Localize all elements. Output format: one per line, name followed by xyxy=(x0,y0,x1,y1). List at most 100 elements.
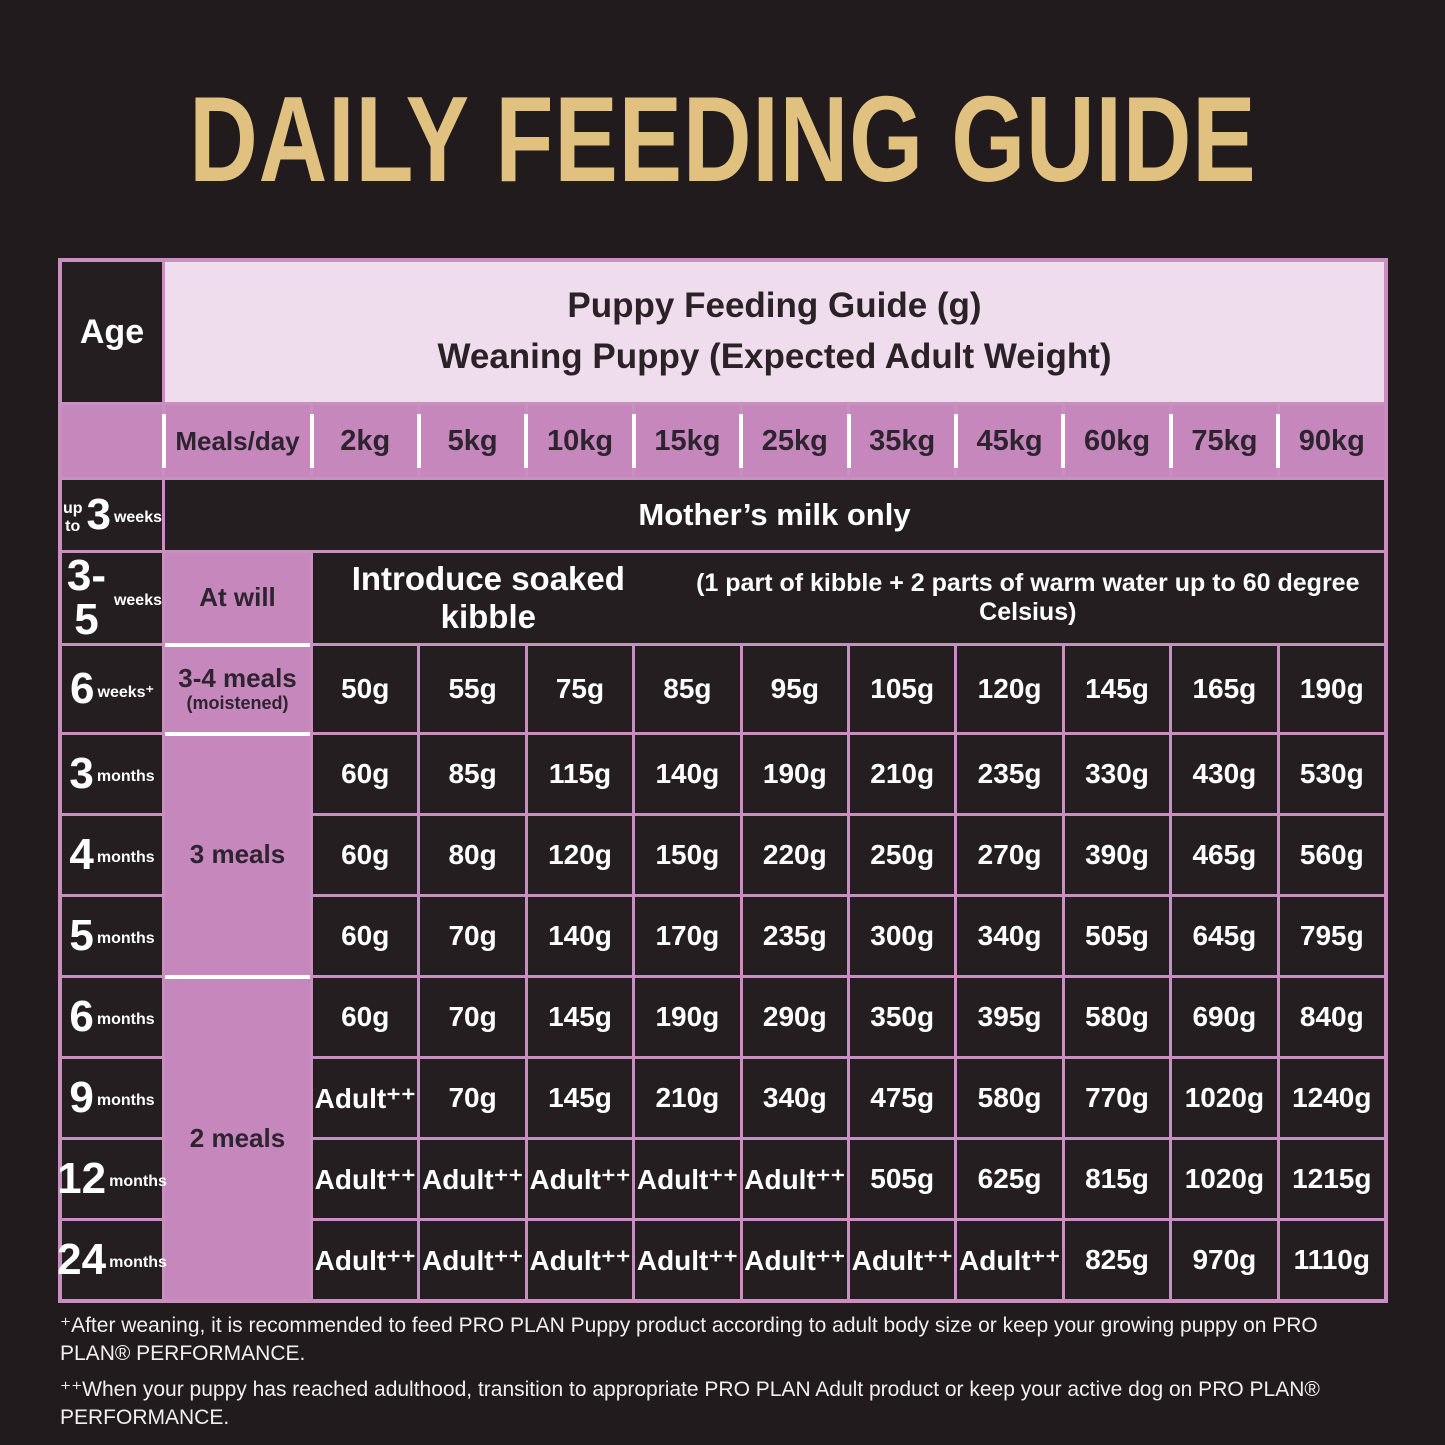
age-unit: weeks⁺ xyxy=(97,684,154,701)
value-cell: 140g xyxy=(635,735,740,813)
value-cell: 190g xyxy=(742,735,847,813)
value-cell: 580g xyxy=(957,1059,1062,1137)
value-cell: 190g xyxy=(1279,646,1384,732)
value-cell: 1240g xyxy=(1279,1059,1384,1137)
value-cell: 210g xyxy=(635,1059,740,1137)
age-cell-up-to-3-weeks: up to 3 weeks xyxy=(62,480,162,550)
value-cell: 395g xyxy=(957,978,1062,1056)
value-cell: 390g xyxy=(1064,816,1170,894)
meals-cell-3-meals: 3 meals xyxy=(165,735,310,979)
soaked-kibble-detail: (1 part of kibble + 2 parts of warm wate… xyxy=(696,569,1360,626)
value-cell: 85g xyxy=(420,735,525,813)
value-cell: 70g xyxy=(420,897,525,975)
value-cell: 270g xyxy=(957,816,1062,894)
footnotes: ⁺After weaning, it is recommended to fee… xyxy=(60,1312,1390,1439)
value-cell: 80g xyxy=(420,816,525,894)
value-cell: 105g xyxy=(850,646,955,732)
age-unit: months xyxy=(96,930,155,947)
value-cell: 430g xyxy=(1172,735,1277,813)
value-cell: 340g xyxy=(742,1059,847,1137)
value-cell: 1215g xyxy=(1279,1140,1384,1218)
age-cell-9-months: 9 months xyxy=(62,1059,162,1137)
soaked-kibble-main: Introduce soaked kibble xyxy=(351,560,625,635)
weight-header-15kg: 15kg xyxy=(635,405,744,477)
value-cell: 60g xyxy=(313,735,418,813)
value-cell: 70g xyxy=(420,1059,525,1137)
value-cell: 75g xyxy=(527,646,633,732)
value-cell: 220g xyxy=(742,816,847,894)
value-cell: 625g xyxy=(957,1140,1062,1218)
age-number: 24 xyxy=(57,1235,107,1284)
value-cell: 190g xyxy=(635,978,740,1056)
meals-per-day-header: Meals/day xyxy=(165,405,314,477)
value-cell: 290g xyxy=(742,978,847,1056)
value-cell: 815g xyxy=(1064,1140,1170,1218)
main-header-line2: Weaning Puppy (Expected Adult Weight) xyxy=(437,337,1112,376)
value-cell: 145g xyxy=(1064,646,1170,732)
value-cell: 560g xyxy=(1279,816,1384,894)
value-cell: Adult⁺⁺ xyxy=(313,1140,418,1218)
meals-cell-2-meals: 2 meals xyxy=(165,978,310,1299)
age-number: 3 xyxy=(69,749,94,798)
meals-day-spacer-cell xyxy=(62,405,166,477)
value-cell: 840g xyxy=(1279,978,1384,1056)
weight-header-75kg: 75kg xyxy=(1172,405,1281,477)
value-cell: 770g xyxy=(1064,1059,1170,1137)
value-cell: 150g xyxy=(635,816,740,894)
value-cell: 1020g xyxy=(1172,1140,1277,1218)
note-cell-soaked-kibble: Introduce soaked kibble (1 part of kibbl… xyxy=(313,553,1384,643)
value-cell: 970g xyxy=(1172,1221,1277,1299)
value-cell: 170g xyxy=(635,897,740,975)
age-number: 5 xyxy=(69,911,94,960)
age-cell-4-months: 4 months xyxy=(62,816,162,894)
value-cell: 350g xyxy=(850,978,955,1056)
value-cell: Adult⁺⁺ xyxy=(313,1221,418,1299)
value-cell: 690g xyxy=(1172,978,1277,1056)
value-cell: 115g xyxy=(527,735,633,813)
age-number: 3-5 xyxy=(66,551,107,644)
age-prefix: up to xyxy=(62,500,83,535)
value-cell: 250g xyxy=(850,816,955,894)
value-cell: 120g xyxy=(527,816,633,894)
value-cell: Adult⁺⁺ xyxy=(957,1221,1062,1299)
value-cell: 85g xyxy=(635,646,740,732)
value-cell: Adult⁺⁺ xyxy=(742,1221,847,1299)
feeding-guide-table: Age Puppy Feeding Guide (g) Weaning Pupp… xyxy=(57,258,1388,1303)
age-unit: months xyxy=(109,1254,167,1271)
value-cell: 210g xyxy=(850,735,955,813)
value-cell: 1020g xyxy=(1172,1059,1277,1137)
value-cell: 645g xyxy=(1172,897,1277,975)
meals-cell-3-4-meals: 3-4 meals (moistened) xyxy=(165,646,310,736)
weight-header-2kg: 2kg xyxy=(313,405,422,477)
value-cell: Adult⁺⁺ xyxy=(313,1059,418,1137)
value-cell: 475g xyxy=(850,1059,955,1137)
weight-header-60kg: 60kg xyxy=(1064,405,1174,477)
value-cell: 505g xyxy=(1064,897,1170,975)
value-cell: Adult⁺⁺ xyxy=(420,1140,525,1218)
value-cell: Adult⁺⁺ xyxy=(527,1221,633,1299)
value-cell: 60g xyxy=(313,897,418,975)
value-cell: Adult⁺⁺ xyxy=(420,1221,525,1299)
value-cell: 70g xyxy=(420,978,525,1056)
value-cell: 60g xyxy=(313,816,418,894)
age-unit: months xyxy=(96,1092,155,1109)
value-cell: 795g xyxy=(1279,897,1384,975)
value-cell: 505g xyxy=(850,1140,955,1218)
value-cell: 300g xyxy=(850,897,955,975)
meals-cell-at-will: At will xyxy=(165,553,310,647)
main-header-line1: Puppy Feeding Guide (g) xyxy=(567,286,982,326)
age-unit: months xyxy=(96,1011,155,1028)
value-cell: 165g xyxy=(1172,646,1277,732)
age-unit: weeks xyxy=(113,592,162,609)
age-cell-6-months: 6 months xyxy=(62,978,162,1056)
value-cell: 825g xyxy=(1064,1221,1170,1299)
age-cell-3-months: 3 months xyxy=(62,735,162,813)
footnote-after-weaning: ⁺After weaning, it is recommended to fee… xyxy=(60,1314,1318,1366)
value-cell: 95g xyxy=(742,646,847,732)
value-cell: 55g xyxy=(420,646,525,732)
age-cell-24-months: 24 months xyxy=(57,1221,167,1299)
age-unit: months xyxy=(109,1173,167,1190)
meals-line1: 3-4 meals xyxy=(178,662,297,693)
value-cell: 235g xyxy=(742,897,847,975)
value-cell: 145g xyxy=(527,1059,633,1137)
